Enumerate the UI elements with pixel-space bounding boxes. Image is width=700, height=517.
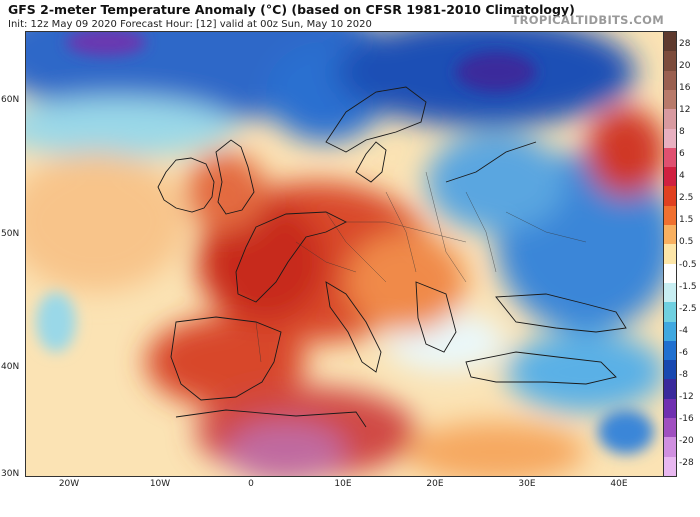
colorbar-label: 28: [679, 39, 691, 49]
colorbar-segment: [664, 225, 676, 245]
colorbar-label: -1.5: [679, 281, 697, 292]
lat-label-40n: 40N: [1, 362, 20, 372]
colorbar-segment: [664, 89, 676, 110]
colorbar-label: -16: [679, 413, 694, 424]
colorbar-segment: [664, 340, 676, 361]
coastlines: [157, 86, 627, 428]
lon-label-30e: 30E: [518, 479, 536, 489]
colorbar-label: -0.5: [679, 259, 697, 270]
lon-label-10e: 10E: [334, 479, 352, 489]
colorbar-label: -4: [679, 325, 688, 336]
lat-label-60n: 60N: [1, 95, 20, 105]
country-borders: [255, 171, 587, 363]
colorbar-label: -6: [679, 347, 688, 358]
colorbar-segment: [664, 321, 676, 342]
colorbar-segment: [664, 456, 676, 477]
colorbar-label: 1.5: [679, 215, 694, 226]
colorbar-segment: [664, 70, 676, 91]
colorbar-segment: [664, 398, 676, 419]
colorbar-segment: [664, 282, 676, 303]
lat-label-30n: 30N: [1, 469, 20, 479]
map-title: GFS 2-meter Temperature Anomaly (°C) (ba…: [8, 2, 575, 17]
colorbar-label: -28: [679, 458, 694, 468]
colorbar-label: 6: [679, 149, 685, 160]
colorbar-segment: [664, 244, 676, 265]
colorbar-segment: [664, 167, 676, 187]
colorbar-segment: [664, 186, 676, 207]
colorbar-label: 12: [679, 105, 691, 116]
colorbar-segment: [664, 302, 676, 323]
lon-label-0: 0: [248, 479, 254, 489]
colorbar-label: -12: [679, 391, 694, 402]
colorbar-label: 20: [679, 61, 691, 72]
lon-label-10w: 10W: [149, 479, 171, 489]
colorbar-label: -8: [679, 369, 688, 380]
colorbar-label: 16: [679, 83, 691, 94]
lon-label-20e: 20E: [426, 479, 444, 489]
colorbar-segment: [664, 360, 676, 380]
colorbar-segment: [664, 32, 676, 52]
colorbar-segment: [664, 437, 676, 458]
colorbar-label: 0.5: [679, 237, 694, 248]
lat-label-50n: 50N: [1, 229, 20, 239]
map-subtitle: Init: 12z May 09 2020 Forecast Hour: [12…: [8, 19, 372, 30]
colorbar-segment: [664, 109, 676, 129]
colorbar-label: 8: [679, 127, 685, 138]
colorbar-label: -20: [679, 435, 694, 446]
colorbar-segment: [664, 418, 676, 438]
lon-label-40e: 40E: [610, 479, 628, 489]
colorbar-label: 2.5: [679, 193, 694, 204]
colorbar-segment: [664, 263, 676, 284]
brand-watermark: TROPICALTIDBITS.COM: [511, 13, 664, 27]
temperature-anomaly-map: [25, 31, 664, 477]
map-canvas: [26, 32, 663, 476]
colorbar-segment: [664, 147, 676, 168]
colorbar-segment: [664, 205, 676, 226]
colorbar: [663, 31, 677, 477]
colorbar-label: -2.5: [679, 303, 697, 314]
lon-label-20w: 20W: [58, 479, 80, 489]
colorbar-segment: [664, 128, 676, 149]
colorbar-segment: [664, 379, 676, 400]
colorbar-label: 4: [679, 171, 685, 182]
colorbar-segment: [664, 51, 676, 72]
